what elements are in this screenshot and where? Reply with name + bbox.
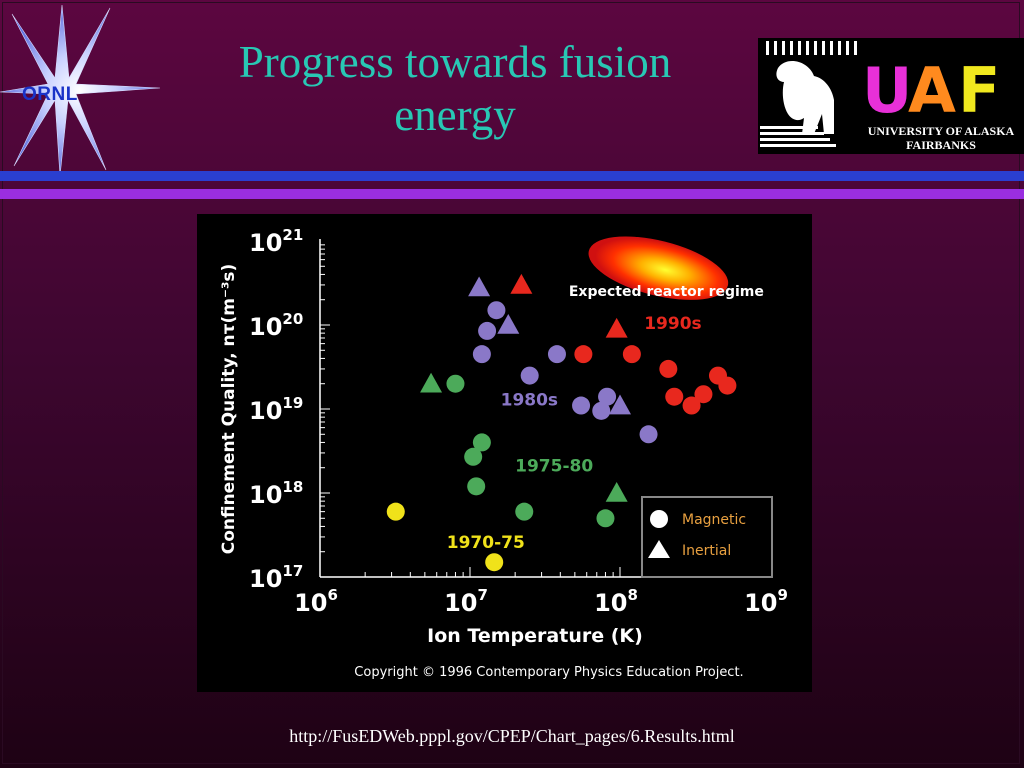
point-magnetic-1990s xyxy=(665,387,684,406)
chart-copyright: Copyright © 1996 Contemporary Physics Ed… xyxy=(354,665,743,680)
point-inertial-1990s xyxy=(510,273,533,294)
point-magnetic-1980s xyxy=(478,321,497,340)
point-inertial-1990s xyxy=(605,317,628,338)
legend-inertial-label: Inertial xyxy=(682,543,731,559)
point-inertial-1975-80 xyxy=(420,372,443,393)
x-tick-label: 107 xyxy=(444,586,488,617)
reactor-regime-label: Expected reactor regime xyxy=(569,284,764,300)
point-magnetic-1990s xyxy=(682,396,701,415)
y-tick-label: 1018 xyxy=(249,478,303,509)
point-magnetic-1970-75 xyxy=(485,553,504,572)
point-magnetic-1980s xyxy=(639,425,658,444)
uaf-logo: U A F UNIVERSITY OF ALASKA FAIRBANKS xyxy=(758,38,1024,154)
point-magnetic-1990s xyxy=(694,385,713,404)
y-tick-label: 1017 xyxy=(249,562,303,593)
series-label-1970-75: 1970-75 xyxy=(447,533,525,553)
point-magnetic-1980s xyxy=(487,301,506,320)
uaf-letter-f: F xyxy=(958,54,1000,127)
legend-inertial-marker xyxy=(648,540,670,558)
fusion-progress-chart: 106 107 108 109 1017 1018 1019 1020 1021 Ion Temp… xyxy=(219,226,788,680)
point-magnetic-1975-80 xyxy=(515,502,534,521)
point-magnetic-1975-80 xyxy=(472,433,491,452)
point-magnetic-1975-80 xyxy=(596,509,615,528)
x-tick-label: 108 xyxy=(594,586,638,617)
divider-bar-purple xyxy=(0,189,1024,199)
point-magnetic-1980s xyxy=(520,366,539,385)
y-axis-title: Confinement Quality, nτ(m⁻³s) xyxy=(219,264,239,555)
point-magnetic-1980s xyxy=(572,396,591,415)
point-magnetic-1980s xyxy=(472,345,491,364)
point-magnetic-1975-80 xyxy=(467,477,486,496)
point-magnetic-1990s xyxy=(659,359,678,378)
point-magnetic-1980s xyxy=(598,387,617,406)
uaf-name-line1: UNIVERSITY OF ALASKA xyxy=(867,124,1015,138)
point-inertial-1975-80 xyxy=(605,482,628,502)
point-magnetic-1975-80 xyxy=(446,374,465,393)
y-tick-label: 1020 xyxy=(249,310,303,341)
point-magnetic-1990s xyxy=(622,345,641,364)
x-axis-title: Ion Temperature (K) xyxy=(427,625,643,647)
y-tick-label: 1019 xyxy=(249,394,303,425)
x-tick-label: 106 xyxy=(294,586,338,617)
point-inertial-1980s xyxy=(468,276,491,297)
point-magnetic-1990s xyxy=(574,345,593,364)
chart-panel: 106 107 108 109 1017 1018 1019 1020 1021 Ion Temp… xyxy=(197,214,812,692)
legend-magnetic-label: Magnetic xyxy=(682,512,746,528)
source-url[interactable]: http://FusEDWeb.pppl.gov/CPEP/Chart_page… xyxy=(289,726,735,746)
uaf-bear-graphic: U A F xyxy=(760,41,1000,147)
uaf-letter-a: A xyxy=(908,54,956,127)
reactor-regime-region xyxy=(588,236,729,300)
point-magnetic-1990s xyxy=(718,376,737,395)
point-magnetic-1980s xyxy=(592,401,611,420)
uaf-name: UNIVERSITY OF ALASKA FAIRBANKS xyxy=(860,124,1022,152)
point-inertial-1980s xyxy=(497,314,520,334)
legend-box xyxy=(641,496,773,578)
point-magnetic-1980s xyxy=(547,345,566,364)
series-label-1975-80: 1975-80 xyxy=(515,457,593,477)
x-tick-label: 109 xyxy=(744,586,788,617)
uaf-name-line2: FAIRBANKS xyxy=(906,138,976,152)
series-label-1990s: 1990s xyxy=(644,314,701,334)
slide-title: Progress towards fusion energy xyxy=(238,37,672,140)
y-tick-label: 1021 xyxy=(249,226,303,257)
point-inertial-1980s xyxy=(609,394,631,415)
ornl-logo-text: ORNL xyxy=(22,84,78,105)
series-label-1980s: 1980s xyxy=(501,391,558,411)
uaf-letter-u: U xyxy=(862,54,912,127)
point-magnetic-1975-80 xyxy=(464,447,483,466)
divider-bar-blue xyxy=(0,171,1024,181)
legend-magnetic-marker xyxy=(650,510,668,528)
point-magnetic-1970-75 xyxy=(386,502,405,521)
